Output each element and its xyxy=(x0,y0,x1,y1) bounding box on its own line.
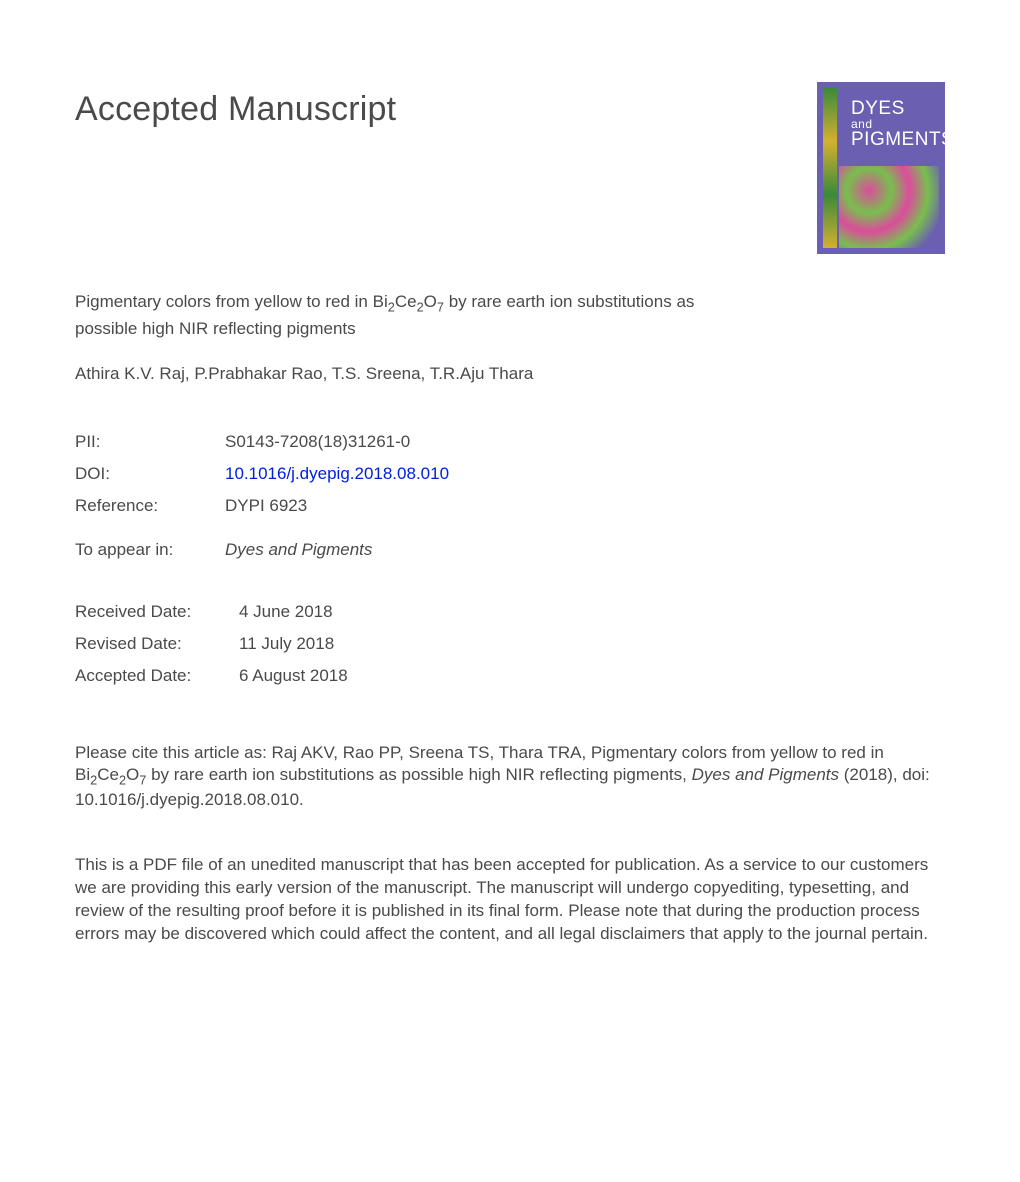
cover-title-line1: DYES xyxy=(851,98,905,119)
page-title: Accepted Manuscript xyxy=(75,90,396,129)
date-row-accepted: Accepted Date: 6 August 2018 xyxy=(75,660,348,692)
doi-link[interactable]: 10.1016/j.dyepig.2018.08.010 xyxy=(225,464,449,483)
author-list: Athira K.V. Raj, P.Prabhakar Rao, T.S. S… xyxy=(75,364,945,384)
meta-row-pii: PII: S0143-7208(18)31261-0 xyxy=(75,426,449,458)
accepted-label: Accepted Date: xyxy=(75,660,239,692)
date-row-revised: Revised Date: 11 July 2018 xyxy=(75,628,348,660)
appear-value: Dyes and Pigments xyxy=(225,522,449,578)
reference-value: DYPI 6923 xyxy=(225,490,449,522)
pii-value: S0143-7208(18)31261-0 xyxy=(225,426,449,458)
cover-spine-stripe xyxy=(823,88,837,248)
cover-title-line2: PIGMENTS xyxy=(851,129,945,150)
date-row-received: Received Date: 4 June 2018 xyxy=(75,596,348,628)
accepted-value: 6 August 2018 xyxy=(239,660,348,692)
sub-2a: 2 xyxy=(90,773,97,788)
received-value: 4 June 2018 xyxy=(239,596,348,628)
metadata-table: PII: S0143-7208(18)31261-0 DOI: 10.1016/… xyxy=(75,426,449,578)
cover-title-block: DYES and PIGMENTS xyxy=(851,100,945,149)
article-title: Pigmentary colors from yellow to red in … xyxy=(75,290,755,342)
meta-row-doi: DOI: 10.1016/j.dyepig.2018.08.010 xyxy=(75,458,449,490)
meta-row-reference: Reference: DYPI 6923 xyxy=(75,490,449,522)
citation-mid: by rare earth ion substitutions as possi… xyxy=(146,765,691,784)
revised-label: Revised Date: xyxy=(75,628,239,660)
citation-journal: Dyes and Pigments xyxy=(692,765,839,784)
appear-label: To appear in: xyxy=(75,522,225,578)
dates-table: Received Date: 4 June 2018 Revised Date:… xyxy=(75,596,348,692)
header-row: Accepted Manuscript DYES and PIGMENTS xyxy=(75,90,945,254)
sub-2b: 2 xyxy=(119,773,126,788)
revised-value: 11 July 2018 xyxy=(239,628,348,660)
disclaimer-text: This is a PDF file of an unedited manusc… xyxy=(75,854,945,946)
citation-text: Please cite this article as: Raj AKV, Ra… xyxy=(75,742,945,812)
cover-artwork xyxy=(839,166,939,248)
received-label: Received Date: xyxy=(75,596,239,628)
reference-label: Reference: xyxy=(75,490,225,522)
meta-row-appear: To appear in: Dyes and Pigments xyxy=(75,522,449,578)
doi-label: DOI: xyxy=(75,458,225,490)
pii-label: PII: xyxy=(75,426,225,458)
journal-cover-thumbnail: DYES and PIGMENTS xyxy=(817,82,945,254)
